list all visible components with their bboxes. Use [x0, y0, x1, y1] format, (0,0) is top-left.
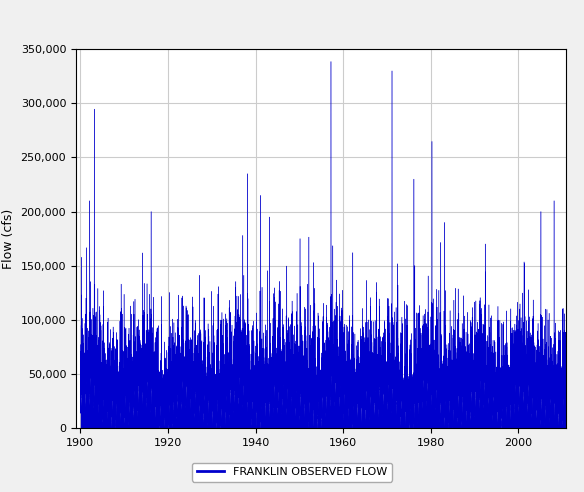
Y-axis label: Flow (cfs): Flow (cfs) [2, 209, 15, 269]
Legend: FRANKLIN OBSERVED FLOW: FRANKLIN OBSERVED FLOW [192, 462, 392, 482]
